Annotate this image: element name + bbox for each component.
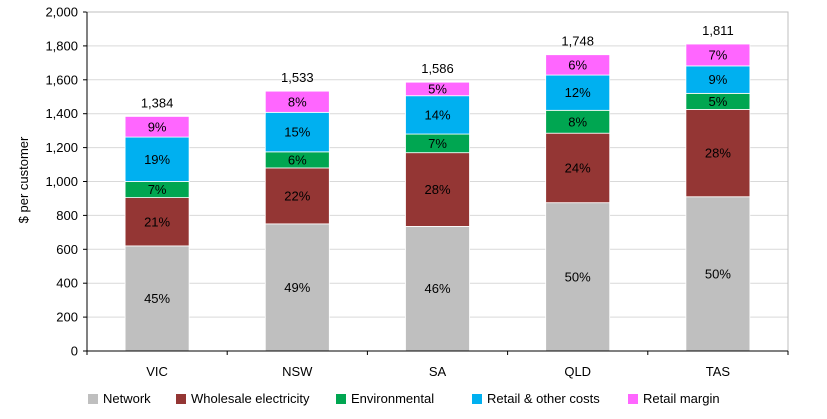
x-tick-label: VIC (146, 364, 168, 379)
data-label: 28% (424, 182, 450, 197)
data-label: 50% (565, 269, 591, 284)
bar-segment (124, 136, 190, 182)
total-label: 1,811 (702, 23, 734, 38)
y-tick-label: 1,000 (45, 174, 78, 189)
y-tick-label: 2,000 (45, 5, 78, 20)
data-label: 9% (709, 72, 728, 87)
legend-label: Retail margin (643, 391, 720, 406)
data-label: 7% (709, 47, 728, 62)
bar-segment (545, 202, 611, 352)
data-label: 15% (284, 125, 310, 140)
bar-segment (264, 223, 330, 352)
data-label: 21% (144, 214, 170, 229)
axes: 0 200 400 600 800 1,000 1,200 1,400 1,600 1,800 2,… (45, 5, 789, 379)
data-label: 5% (428, 81, 447, 96)
legend-swatch (336, 394, 346, 404)
data-label: 9% (148, 119, 167, 134)
bar-segment (264, 90, 330, 113)
legend: Network Wholesale electricity Environmenta… (88, 391, 720, 406)
bar-segment (685, 109, 751, 198)
bar-segment (124, 197, 190, 247)
bar-segment (264, 167, 330, 225)
data-label: 28% (705, 146, 731, 161)
data-label: 8% (288, 94, 307, 109)
bar-segment (405, 95, 470, 135)
data-label: 49% (284, 280, 310, 295)
data-label: 7% (428, 136, 447, 151)
legend-swatch (628, 394, 638, 404)
data-label: 45% (144, 291, 170, 306)
y-axis-label: $ per customer (16, 136, 31, 223)
data-label: 8% (568, 114, 587, 129)
legend-label: Wholesale electricity (191, 391, 310, 406)
total-label: 1,533 (281, 70, 314, 85)
data-label: 6% (568, 57, 587, 72)
bar-segment (405, 226, 470, 352)
y-tick-label: 1,600 (45, 72, 78, 87)
data-label: 14% (424, 107, 450, 122)
y-tick-label: 200 (56, 310, 78, 325)
legend-label: Environmental (351, 391, 434, 406)
legend-swatch (176, 394, 186, 404)
legend-label: Network (103, 391, 151, 406)
data-label: 24% (565, 160, 591, 175)
data-label: 7% (148, 182, 167, 197)
y-tick-label: 400 (56, 276, 78, 291)
x-tick-label: NSW (282, 364, 313, 379)
data-label: 22% (284, 188, 310, 203)
legend-swatch (472, 394, 482, 404)
bar-segment (405, 81, 470, 97)
data-label: 6% (288, 152, 307, 167)
total-label: 1,586 (421, 61, 454, 76)
bar-segment (264, 111, 330, 153)
bar-segment (545, 74, 611, 111)
x-tick-label: SA (429, 364, 447, 379)
data-label: 5% (709, 94, 728, 109)
data-label: 12% (565, 85, 591, 100)
y-tick-label: 1,800 (45, 38, 78, 53)
bar-segment (124, 116, 190, 138)
total-label: 1,384 (141, 95, 174, 110)
legend-label: Retail & other costs (487, 391, 600, 406)
y-tick-label: 800 (56, 208, 78, 223)
bar-segment (545, 132, 611, 204)
y-tick-label: 0 (71, 344, 78, 359)
bars: 45% 21% 7% 19% 9% 1,384 49% 22% 6% 15% 8% 1,533 46% 2… (124, 23, 751, 352)
bar-segment (545, 54, 611, 76)
y-tick-label: 600 (56, 242, 78, 257)
data-label: 50% (705, 266, 731, 281)
data-label: 19% (144, 152, 170, 167)
x-tick-label: QLD (564, 364, 591, 379)
x-tick-label: TAS (706, 364, 731, 379)
data-label: 46% (424, 281, 450, 296)
total-label: 1,748 (561, 34, 594, 49)
y-tick-label: 1,200 (45, 140, 78, 155)
bar-segment (685, 43, 751, 67)
legend-swatch (88, 394, 98, 404)
y-tick-label: 1,400 (45, 106, 78, 121)
bar-segment (685, 196, 751, 352)
